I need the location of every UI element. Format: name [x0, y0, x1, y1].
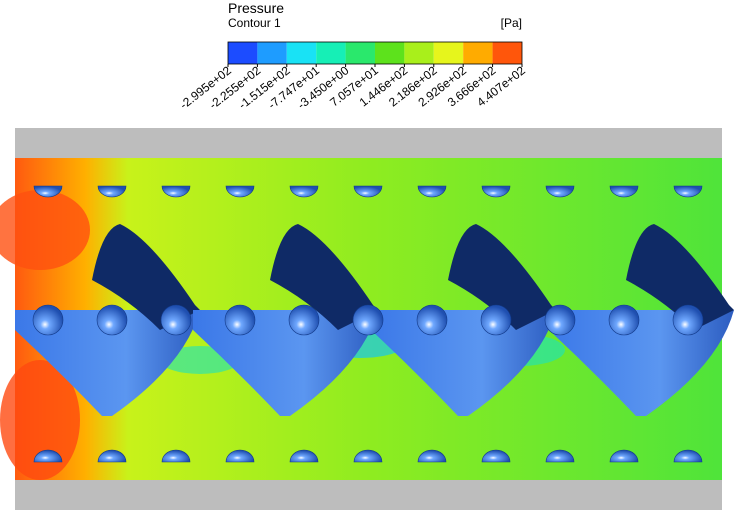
legend-color-band	[433, 42, 464, 64]
legend-subtitle: Contour 1	[228, 16, 281, 30]
half-sphere	[673, 449, 703, 463]
sphere	[32, 304, 64, 336]
blade-lower	[193, 310, 378, 416]
blade-upper	[626, 224, 734, 330]
legend-color-band	[492, 42, 522, 64]
half-sphere	[33, 449, 63, 463]
sphere	[96, 304, 128, 336]
half-sphere	[417, 449, 447, 463]
half-sphere	[289, 449, 319, 463]
sphere	[416, 304, 448, 336]
legend-color-band	[316, 42, 346, 64]
sphere	[672, 304, 704, 336]
sphere	[160, 304, 192, 336]
color-legend: Pressure Contour 1 [Pa] -2.995e+02-2.255…	[177, 0, 528, 112]
blade-lower	[15, 310, 200, 416]
half-sphere	[673, 185, 703, 198]
legend-color-band	[286, 42, 317, 64]
half-sphere	[609, 185, 639, 198]
half-sphere	[225, 449, 255, 463]
sphere	[288, 304, 320, 336]
legend-color-band	[463, 42, 493, 64]
blade-upper	[448, 224, 556, 330]
legend-title: Pressure	[228, 0, 284, 16]
wall-top	[15, 128, 722, 158]
half-sphere	[97, 185, 127, 198]
high-region	[0, 360, 80, 480]
legend-color-band	[404, 42, 434, 64]
half-sphere	[481, 185, 511, 198]
wall-bottom	[15, 480, 722, 510]
sphere	[608, 304, 640, 336]
blade-lower	[371, 310, 556, 416]
half-sphere	[289, 185, 319, 198]
half-sphere	[97, 449, 127, 463]
sphere	[544, 304, 576, 336]
simulation-view	[0, 128, 734, 510]
half-sphere	[417, 185, 447, 198]
blade-lower	[549, 310, 734, 416]
blade-upper	[92, 224, 200, 330]
legend-color-band	[228, 42, 258, 64]
sphere	[352, 304, 384, 336]
half-sphere	[353, 185, 383, 198]
half-sphere	[161, 185, 191, 198]
half-sphere	[481, 449, 511, 463]
legend-color-band	[374, 42, 405, 64]
sphere	[480, 304, 512, 336]
half-sphere	[161, 449, 191, 463]
legend-color-band	[345, 42, 375, 64]
half-sphere	[545, 449, 575, 463]
half-sphere	[33, 185, 63, 198]
half-sphere	[545, 185, 575, 198]
blade-upper	[270, 224, 378, 330]
sphere	[224, 304, 256, 336]
high-region	[0, 190, 90, 270]
legend-color-band	[257, 42, 287, 64]
half-sphere	[609, 449, 639, 463]
legend-unit: [Pa]	[501, 16, 522, 30]
half-sphere	[353, 449, 383, 463]
half-sphere	[225, 185, 255, 198]
